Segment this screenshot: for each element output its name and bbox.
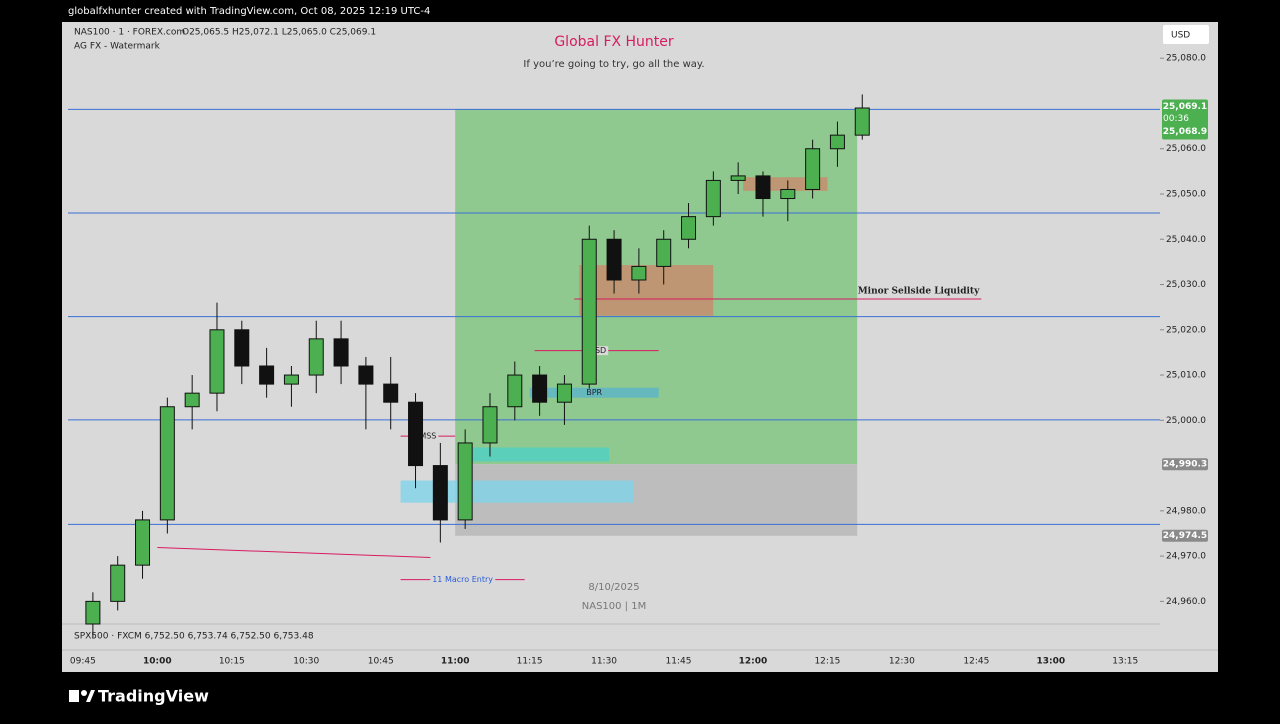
annotation-label: 11 Macro Entry [432, 575, 493, 584]
candle-body [432, 465, 448, 521]
price-badge [1162, 529, 1208, 542]
x-tick-label: 11:30 [591, 657, 617, 667]
y-tick-label: 25,040.0 [1166, 235, 1206, 245]
x-tick-label: 13:00 [1036, 657, 1065, 667]
candle-body [482, 406, 498, 444]
trend-line [157, 547, 431, 558]
candle-body [308, 338, 324, 376]
label-bg [417, 431, 439, 441]
y-tick-label: 25,000.0 [1166, 416, 1206, 426]
currency-label[interactable]: USD [1171, 31, 1190, 41]
annotation-label: MSS [419, 432, 436, 441]
candle-body [110, 564, 126, 602]
price-badge-label: 24,990.3 [1163, 460, 1207, 470]
y-tick-label: 25,050.0 [1166, 190, 1206, 200]
x-tick-label: 13:15 [1112, 657, 1138, 667]
x-tick-label: 12:15 [814, 657, 840, 667]
x-tick-label: 12:45 [963, 657, 989, 667]
candle-body [656, 238, 672, 267]
candle-body [829, 134, 845, 150]
candle-body [631, 265, 647, 281]
candle-body [457, 442, 473, 521]
candle-body [408, 401, 424, 467]
x-tick-label: 09:45 [70, 657, 96, 667]
candle-body [283, 374, 299, 385]
y-tick-label: 25,030.0 [1166, 280, 1206, 290]
current-price-2: 25,068.9 [1163, 127, 1207, 137]
annotation-label: Minor Sellside Liquidity [858, 287, 980, 297]
brand-name: TradingView [98, 687, 209, 706]
candle-body [85, 600, 101, 625]
x-tick-label: 12:00 [739, 657, 768, 667]
logo-slash [86, 690, 95, 702]
legend-indicator: AG FX - Watermark [74, 42, 161, 52]
x-tick-label: 11:45 [666, 657, 692, 667]
y-tick-label: 25,080.0 [1166, 54, 1206, 64]
candle-body [780, 188, 796, 200]
y-tick-label: 24,970.0 [1166, 552, 1206, 562]
candle-body [805, 148, 821, 190]
watermark-date: 8/10/2025 [588, 582, 639, 593]
x-tick-label: 11:00 [441, 657, 470, 667]
candle-body [755, 175, 771, 200]
candle-body [209, 329, 225, 394]
candle-body [581, 238, 597, 385]
watermark-title: Global FX Hunter [554, 34, 674, 50]
countdown: 00:36 [1163, 114, 1189, 124]
price-badge-label: 24,974.5 [1163, 531, 1207, 541]
current-price: 25,069.1 [1163, 102, 1207, 112]
price-badge [1162, 458, 1208, 471]
zone-label: BPR [586, 388, 602, 397]
candle-body [184, 392, 200, 408]
time-axis [62, 650, 1218, 672]
zone [470, 447, 610, 462]
candle-body [159, 406, 175, 521]
header-caption: globalfxhunter created with TradingView.… [68, 6, 430, 17]
candle-body [259, 365, 275, 385]
candle-body [358, 365, 374, 385]
legend-ohlc: O25,065.5 H25,072.1 L25,065.0 C25,069.1 [182, 28, 376, 38]
candle-body [730, 175, 746, 181]
logo-mark [69, 690, 79, 702]
candle-body [333, 338, 349, 367]
current-price-badge [1162, 99, 1208, 140]
candle-body [135, 519, 151, 566]
watermark-subtitle: If you’re going to try, go all the way. [523, 59, 704, 70]
zone [529, 387, 659, 398]
candle-body [681, 216, 697, 240]
candle-body [507, 374, 523, 408]
sub-legend: SPX500 · FXCM 6,752.50 6,753.74 6,752.50… [74, 632, 314, 642]
candle-body [705, 179, 721, 218]
y-tick-label: 25,020.0 [1166, 325, 1206, 335]
y-tick-label: 24,960.0 [1166, 597, 1206, 607]
currency-button[interactable] [1163, 25, 1209, 44]
y-tick-label: 25,060.0 [1166, 144, 1206, 154]
candle-body [383, 383, 399, 403]
x-tick-label: 11:15 [517, 657, 543, 667]
y-tick-label: 25,010.0 [1166, 371, 1206, 381]
watermark-symbol: NAS100 | 1M [582, 601, 646, 612]
candle-body [556, 383, 572, 403]
candle-body [234, 329, 250, 367]
x-tick-label: 10:15 [219, 657, 245, 667]
x-tick-label: 10:45 [368, 657, 394, 667]
x-tick-label: 10:00 [143, 657, 172, 667]
x-tick-label: 12:30 [889, 657, 915, 667]
x-tick-label: 10:30 [293, 657, 319, 667]
label-bg [430, 575, 496, 585]
y-tick-label: 24,980.0 [1166, 506, 1206, 516]
candle-body [854, 107, 870, 136]
logo-dot [81, 690, 87, 696]
legend-symbol: NAS100 · 1 · FOREX.com [74, 28, 185, 38]
candle-body [606, 238, 622, 281]
candle-body [532, 374, 548, 403]
brand-logo[interactable]: TradingView [69, 687, 209, 706]
